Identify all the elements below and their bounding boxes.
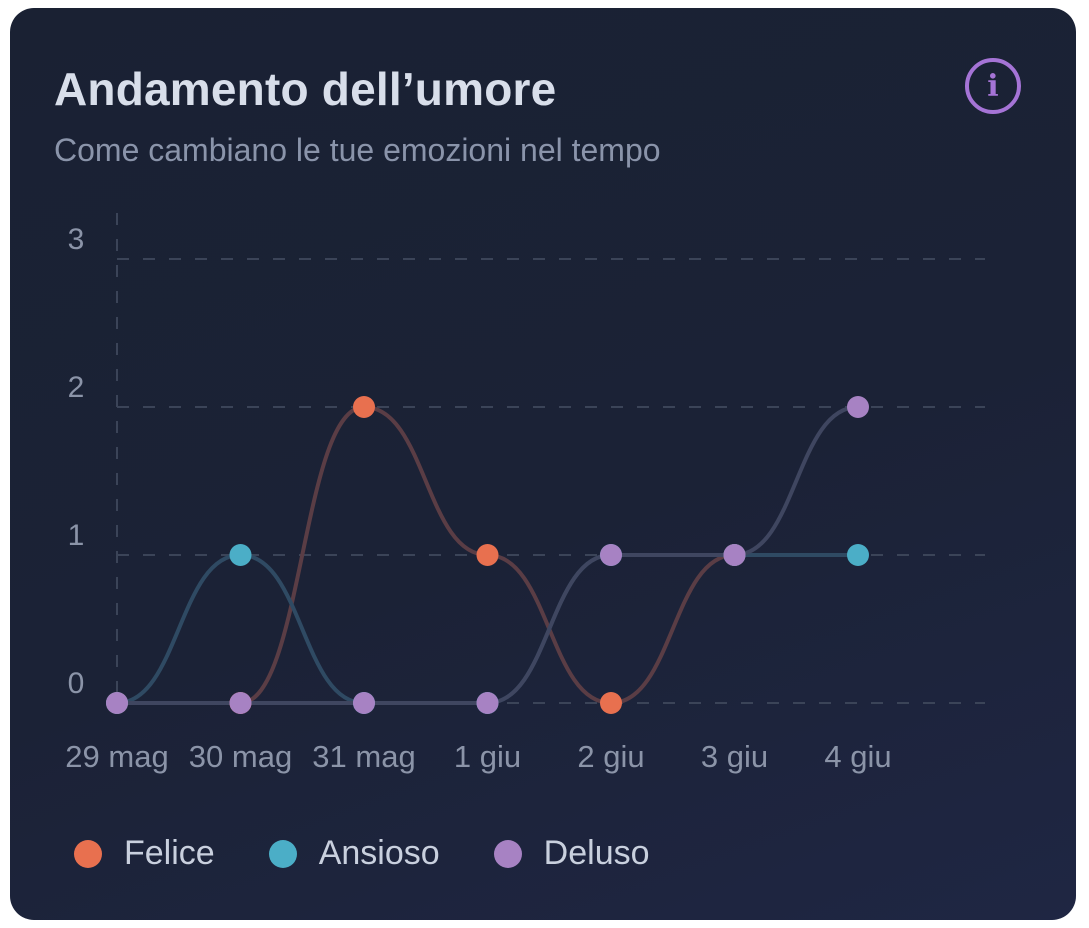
data-point-deluso bbox=[847, 396, 869, 418]
data-point-ansioso bbox=[229, 544, 252, 566]
series-line-ansioso bbox=[115, 552, 860, 706]
card-title: Andamento dell’umore bbox=[54, 63, 557, 115]
chart-legend: Felice Ansioso Deluso bbox=[74, 834, 704, 873]
x-tick-label: 4 giu bbox=[824, 739, 891, 774]
x-tick-label: 3 giu bbox=[701, 739, 768, 774]
x-tick-label: 30 mag bbox=[189, 739, 292, 774]
legend-swatch bbox=[268, 839, 297, 868]
y-tick-label: 1 bbox=[68, 519, 85, 552]
data-point-deluso bbox=[229, 692, 252, 714]
data-point-deluso bbox=[106, 692, 128, 714]
y-tick-label: 3 bbox=[68, 223, 85, 256]
data-point-deluso bbox=[600, 544, 622, 566]
data-point-deluso bbox=[476, 692, 499, 714]
x-tick-label: 31 mag bbox=[312, 739, 415, 774]
legend-label: Deluso bbox=[543, 834, 650, 872]
series-points bbox=[106, 396, 869, 714]
legend-item-ansioso: Ansioso bbox=[268, 834, 440, 873]
legend-item-deluso: Deluso bbox=[493, 834, 650, 873]
data-point-felice bbox=[476, 544, 499, 566]
y-tick-label: 0 bbox=[68, 667, 85, 700]
data-point-deluso bbox=[723, 544, 746, 566]
x-tick-label: 1 giu bbox=[454, 739, 521, 774]
grid bbox=[116, 213, 985, 704]
legend-swatch bbox=[493, 839, 522, 868]
y-axis-ticks: 0 1 2 3 bbox=[68, 223, 85, 700]
info-icon[interactable]: i bbox=[965, 58, 1021, 114]
mood-trend-card: Andamento dell’umore Come cambiano le tu… bbox=[10, 8, 1076, 920]
x-tick-label: 29 mag bbox=[65, 739, 168, 774]
mood-line-chart: 0 1 2 3 29 mag 30 mag 31 mag 1 giu 2 giu 3 giu 4 … bbox=[65, 213, 985, 774]
y-tick-label: 2 bbox=[68, 371, 85, 404]
data-point-felice bbox=[353, 396, 375, 418]
legend-label: Felice bbox=[124, 834, 215, 872]
data-point-ansioso bbox=[847, 544, 869, 566]
legend-item-felice: Felice bbox=[74, 834, 215, 873]
data-point-deluso bbox=[353, 692, 375, 714]
legend-label: Ansioso bbox=[318, 834, 440, 872]
info-icon-glyph: i bbox=[987, 68, 999, 104]
x-tick-label: 2 giu bbox=[577, 739, 644, 774]
x-axis-ticks: 29 mag 30 mag 31 mag 1 giu 2 giu 3 giu 4 giu bbox=[65, 739, 891, 774]
data-point-felice bbox=[600, 692, 622, 714]
card-subtitle: Come cambiano le tue emozioni nel tempo bbox=[54, 132, 661, 168]
legend-swatch bbox=[74, 839, 102, 868]
